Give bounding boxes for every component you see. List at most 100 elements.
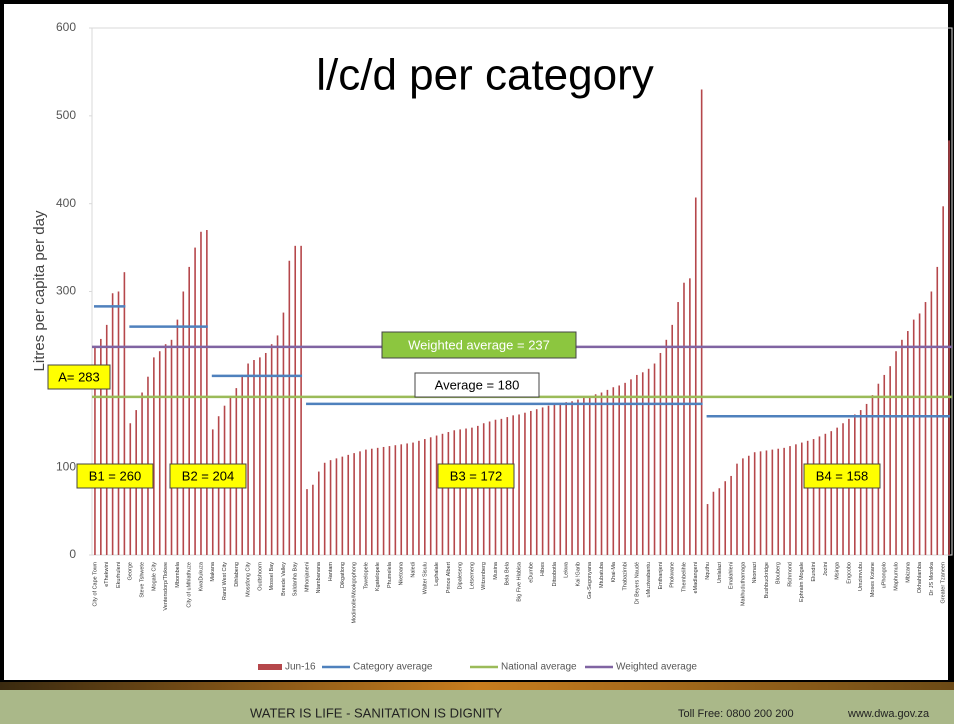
bar xyxy=(641,372,644,555)
bar xyxy=(406,443,408,555)
bar xyxy=(806,440,809,555)
x-tick-label: Engcobo xyxy=(846,562,852,584)
y-tick-label: 500 xyxy=(56,108,76,122)
bar xyxy=(712,491,715,555)
x-tick-label: City of Cape Town xyxy=(92,562,98,607)
bar xyxy=(606,389,609,555)
x-tick-label: Dipaleseng xyxy=(458,562,464,590)
x-tick-label: Bushbuckridge xyxy=(764,562,770,598)
bar xyxy=(777,448,780,555)
x-tick-label: Nquthu xyxy=(705,562,711,580)
x-tick-label: Ventersdorp/Tlokwe xyxy=(163,562,169,611)
bar xyxy=(206,230,208,555)
x-tick-label: Ditsobotla xyxy=(552,561,558,586)
x-tick-label: Thembelihle xyxy=(681,562,687,592)
footer-phone: Toll Free: 0800 200 200 xyxy=(678,708,794,720)
x-tick-label: City of uMhlathuze xyxy=(187,562,193,608)
bar xyxy=(553,404,556,555)
bar xyxy=(123,272,126,555)
bar xyxy=(783,447,785,555)
x-tick-label: Rand West City xyxy=(222,562,228,600)
y-tick-label: 400 xyxy=(56,196,76,210)
bar xyxy=(264,352,267,555)
x-tick-label: uMuziwabantu xyxy=(646,562,652,597)
x-tick-label: Letsemeng xyxy=(469,562,475,589)
bar xyxy=(524,412,526,555)
bar xyxy=(907,331,909,555)
x-tick-label: Hantam xyxy=(328,562,334,582)
bar xyxy=(647,368,650,555)
bar xyxy=(429,437,432,555)
bar xyxy=(170,339,173,555)
bar xyxy=(424,439,426,555)
bar xyxy=(694,197,697,556)
x-tick-label: Kgatelopele xyxy=(375,562,381,591)
x-tick-label: Richmond xyxy=(787,562,793,587)
x-tick-label: Greater Tzaneen xyxy=(941,562,947,603)
bar xyxy=(842,423,844,555)
y-tick-label: 600 xyxy=(56,20,76,34)
footer-strip xyxy=(0,682,954,690)
bar xyxy=(824,433,827,555)
bar xyxy=(683,282,685,555)
x-tick-label: Musina xyxy=(493,561,499,580)
bar xyxy=(518,414,520,555)
bar xyxy=(300,245,302,555)
x-tick-label: Mogale City xyxy=(151,562,157,591)
bar xyxy=(541,407,544,555)
bar xyxy=(323,462,326,555)
x-tick-label: Blouberg xyxy=(776,562,782,584)
x-tick-label: Makana xyxy=(210,561,216,582)
bar xyxy=(630,379,632,555)
x-tick-label: Big Five Hlabisa xyxy=(517,561,523,602)
footer-web: www.dwa.gov.za xyxy=(847,708,930,720)
bar xyxy=(382,446,385,555)
x-tick-label: Hibes xyxy=(540,562,546,576)
bar xyxy=(211,429,214,555)
x-tick-label: George xyxy=(128,562,134,580)
x-tick-label: Ephraim Mogale xyxy=(799,562,805,602)
x-tick-label: Lekwa xyxy=(564,561,570,578)
bar xyxy=(659,352,662,555)
footer-slogan: WATER IS LIFE - SANITATION IS DIGNITY xyxy=(250,705,503,720)
bar xyxy=(677,302,679,555)
bar xyxy=(288,260,291,555)
bar xyxy=(718,488,721,555)
bar xyxy=(347,454,350,555)
annotation-box xyxy=(47,364,111,390)
x-tick-label: eThekwini xyxy=(104,562,110,587)
x-tick-label: eMadlangeni xyxy=(693,562,699,594)
bar xyxy=(565,402,567,555)
bar xyxy=(671,324,674,555)
x-tick-label: Naledi xyxy=(410,562,416,578)
bar xyxy=(276,335,279,555)
bar xyxy=(105,324,108,555)
x-tick-label: Ga-Segonyana xyxy=(587,561,593,599)
bar xyxy=(111,293,114,555)
bar xyxy=(253,360,255,555)
bar xyxy=(353,453,355,555)
bar xyxy=(665,339,668,555)
bar xyxy=(453,430,456,555)
x-tick-label: uPhongolo xyxy=(882,562,888,588)
bar xyxy=(312,484,314,555)
bar xyxy=(742,458,744,555)
bar xyxy=(771,449,774,555)
annotation-box xyxy=(803,463,881,489)
bar xyxy=(830,431,833,555)
bar xyxy=(759,451,762,555)
x-tick-label: Mossel Bay xyxy=(269,562,275,591)
bar xyxy=(600,392,603,555)
bar xyxy=(117,291,120,555)
bar xyxy=(571,401,573,555)
y-tick-label: 0 xyxy=(69,547,76,561)
bar xyxy=(388,446,391,555)
bar xyxy=(329,460,332,555)
legend-label: National average xyxy=(501,662,577,673)
x-tick-label: Moses Kotane xyxy=(870,562,876,597)
x-tick-label: Emalahleni xyxy=(729,562,735,589)
x-tick-label: Jozini xyxy=(823,562,829,576)
annotation-box xyxy=(437,463,515,489)
x-tick-label: KwaDukuza xyxy=(198,561,204,591)
bar xyxy=(194,247,196,556)
